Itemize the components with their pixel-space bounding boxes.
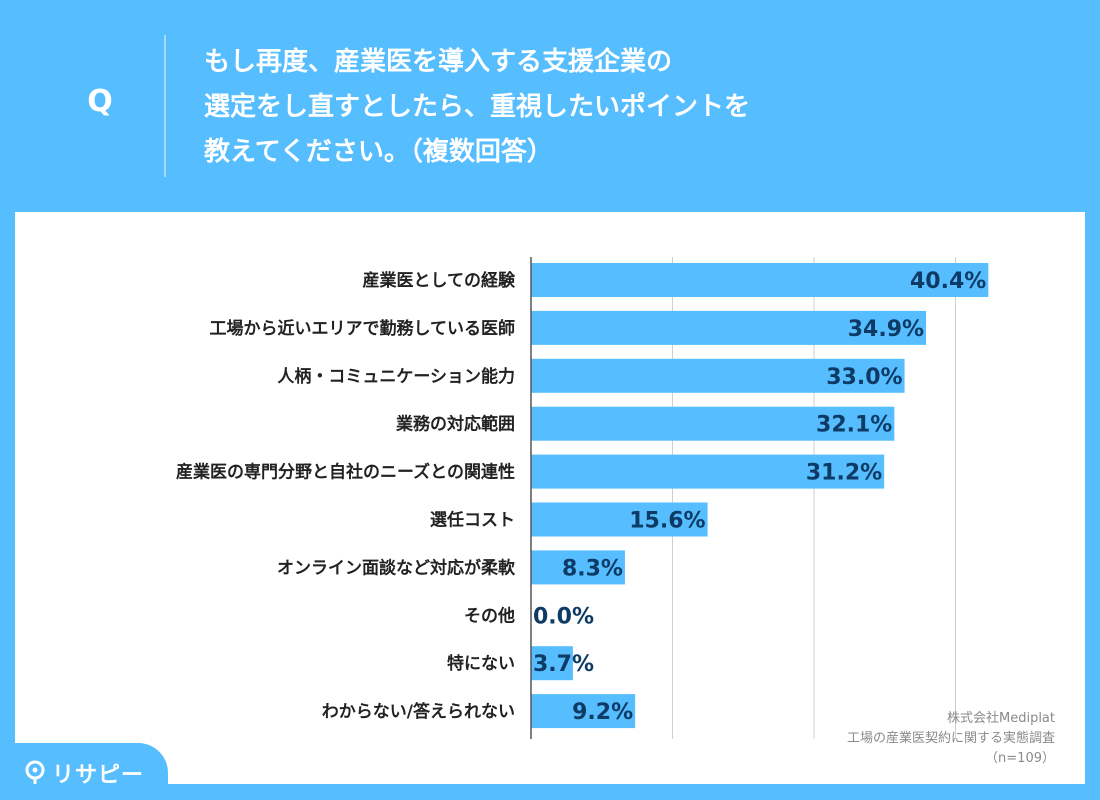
category-label-1: 工場から近いエリアで勤務している医師: [210, 318, 516, 339]
category-label-3: 業務の対応範囲: [396, 414, 515, 435]
category-label-6: オンライン面談など対応が柔軟: [277, 557, 516, 578]
question-text: もし再度、産業医を導入する支援企業の 選定をし直すとしたら、重視したいポイントを…: [204, 47, 751, 167]
category-label-8: 特にない: [447, 653, 515, 674]
source-note: 株式会社Mediplat 工場の産業医契約に関する実態調査 （n=109）: [847, 709, 1055, 769]
value-label-6: 8.3%: [562, 556, 623, 581]
category-label-7: その他: [464, 605, 515, 626]
value-label-2: 33.0%: [826, 365, 902, 390]
value-label-4: 31.2%: [806, 461, 882, 486]
chart-panel: 産業医としての経験 40.4% 工場から近いエリアで勤務している医師 34.9% 人柄・…: [15, 212, 1085, 784]
value-label-7: 0.0%: [533, 604, 594, 629]
value-label-0: 40.4%: [910, 269, 986, 294]
category-label-2: 人柄・コミュニケーション能力: [277, 366, 515, 387]
brand-name: リサピー: [52, 763, 145, 788]
value-label-1: 34.9%: [848, 317, 924, 342]
bar-8: [531, 646, 573, 681]
category-label-0: 産業医としての経験: [363, 270, 516, 291]
source-sample-size: （n=109）: [985, 751, 1055, 766]
bar-5: [531, 502, 708, 537]
value-label-8: 3.7%: [533, 652, 594, 677]
category-label-5: 選任コスト: [430, 510, 515, 531]
category-label-4: 産業医の専門分野と自社のニーズとの関連性: [176, 462, 515, 483]
header-divider: [164, 35, 166, 177]
bar-9: [531, 694, 636, 729]
magnifier-pin-icon: [25, 760, 45, 784]
bar-4: [531, 454, 885, 489]
source-survey: 工場の産業医契約に関する実態調査: [846, 731, 1055, 746]
bar-3: [531, 406, 895, 441]
bar-chart: 産業医としての経験 40.4% 工場から近いエリアで勤務している医師 34.9% 人柄・…: [176, 257, 989, 739]
question-header: Q もし再度、産業医を導入する支援企業の 選定をし直すとしたら、重視したいポイン…: [0, 0, 1100, 210]
value-label-3: 32.1%: [816, 413, 892, 438]
bar-0: [531, 263, 989, 297]
value-label-9: 9.2%: [572, 700, 633, 725]
brand-logo: リサピー: [0, 743, 168, 800]
bar-6: [531, 550, 625, 585]
value-label-5: 15.6%: [629, 509, 705, 534]
category-label-9: わからない/答えられない: [322, 701, 515, 722]
bar-1: [531, 310, 927, 345]
source-company: 株式会社Mediplat: [946, 711, 1055, 726]
bar-2: [531, 358, 905, 393]
question-mark: Q: [87, 84, 113, 119]
